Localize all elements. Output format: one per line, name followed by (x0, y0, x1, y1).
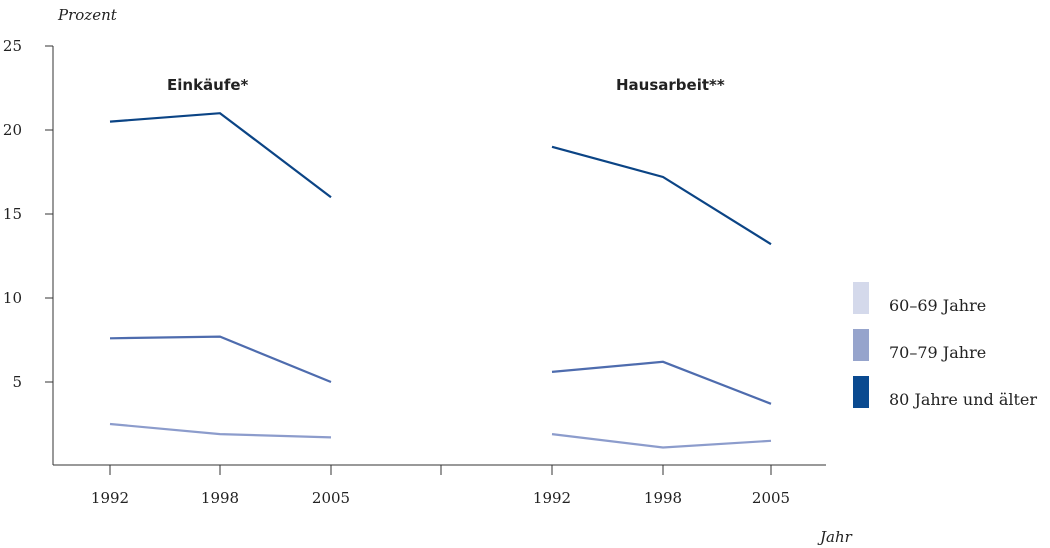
x-tick-label-1-1998: 1998 (644, 489, 682, 507)
panel-title-hausarbeit: Hausarbeit** (616, 76, 725, 94)
x-axis-label: Jahr (820, 528, 852, 546)
series-line-panel2-2 (551, 360, 772, 405)
series-line-panel2-3 (551, 145, 772, 246)
x-tick-label-1-1992: 1992 (533, 489, 571, 507)
y-tick-label-20: 20 (3, 121, 22, 139)
y-tick-label-15: 15 (3, 205, 22, 223)
y-axis-label: Prozent (58, 6, 117, 24)
y-tick-label-10: 10 (3, 289, 22, 307)
legend-swatch-80-plus (853, 376, 869, 408)
series-line-panel2-1 (551, 433, 772, 449)
y-tick-label-5: 5 (12, 373, 22, 391)
legend-swatch-70-79 (853, 329, 869, 361)
x-tick-label-0-2005: 2005 (312, 489, 350, 507)
series-line-panel1-2 (109, 335, 332, 384)
y-tick-label-25: 25 (3, 37, 22, 55)
legend-swatch-60-69 (853, 282, 869, 314)
series-line-panel1-1 (109, 422, 332, 439)
panel-title-einkaeufe: Einkäufe* (167, 76, 249, 94)
x-tick-label-0-1998: 1998 (201, 489, 239, 507)
legend-label-70-79: 70–79 Jahre (889, 343, 987, 362)
legend-label-80-plus: 80 Jahre und älter (889, 390, 1038, 409)
series-line-panel1-3 (109, 112, 332, 199)
x-tick-label-0-1992: 1992 (91, 489, 129, 507)
legend-label-60-69: 60–69 Jahre (889, 296, 987, 315)
x-tick-label-1-2005: 2005 (752, 489, 790, 507)
